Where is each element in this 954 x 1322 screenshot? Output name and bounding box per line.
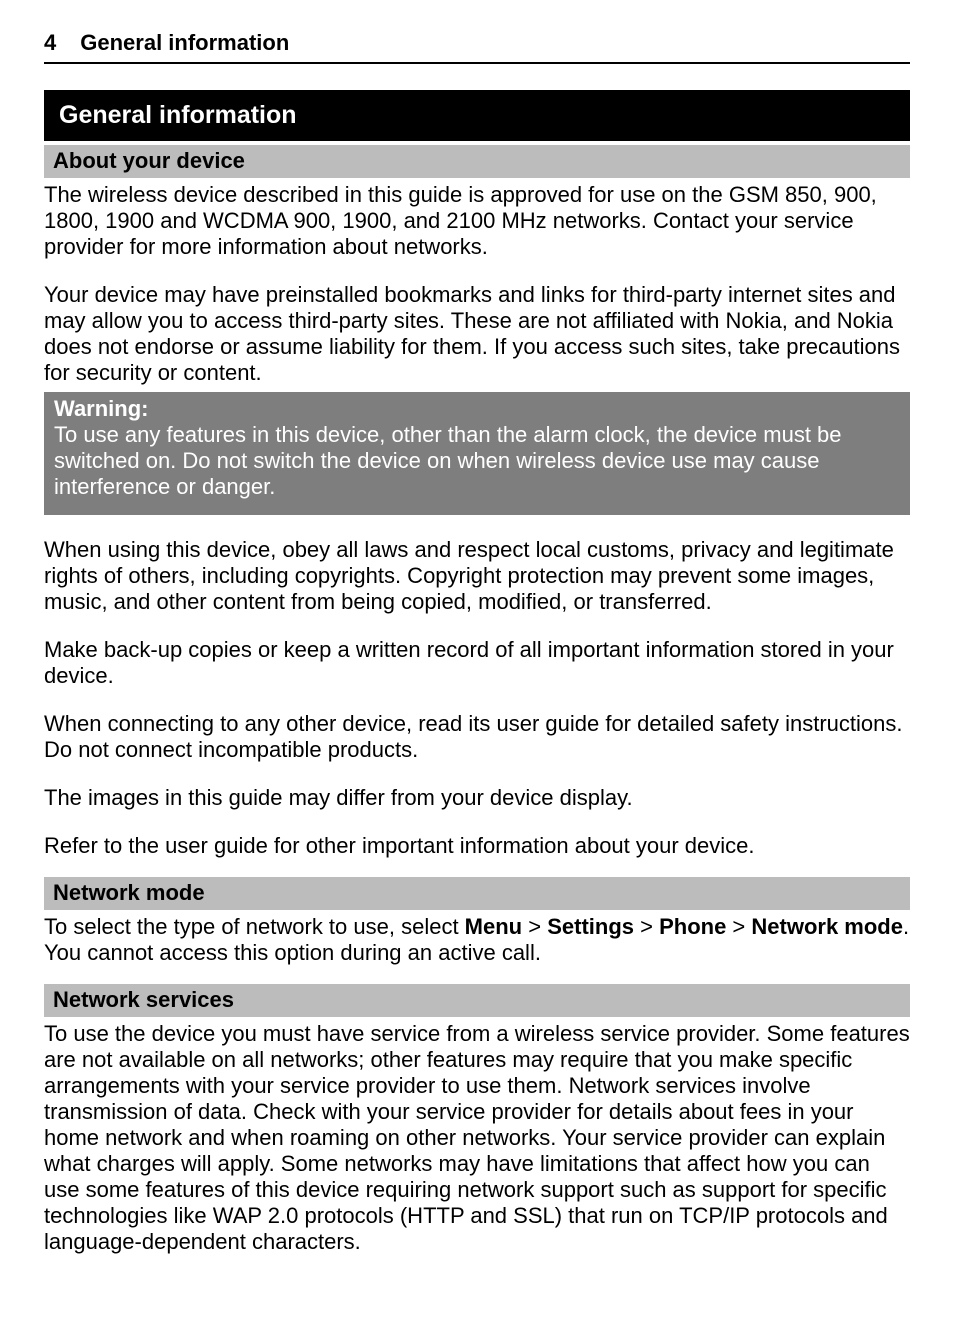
document-page: 4 General information General informatio… — [0, 0, 954, 1255]
body-paragraph: Refer to the user guide for other import… — [44, 833, 910, 859]
menu-path-separator: > — [634, 914, 659, 939]
running-header: 4 General information — [44, 30, 910, 64]
warning-text: To use any features in this device, othe… — [54, 422, 900, 500]
menu-path-phone: Phone — [659, 914, 726, 939]
menu-path-separator: > — [726, 914, 751, 939]
body-paragraph: The images in this guide may differ from… — [44, 785, 910, 811]
page-number: 4 — [44, 30, 56, 56]
menu-path-separator: > — [522, 914, 547, 939]
menu-path-network-mode: Network mode — [751, 914, 903, 939]
body-paragraph: To use the device you must have service … — [44, 1021, 910, 1255]
menu-path-settings: Settings — [547, 914, 634, 939]
section-heading-network-services: Network services — [44, 984, 910, 1017]
body-paragraph: The wireless device described in this gu… — [44, 182, 910, 260]
running-header-title: General information — [80, 30, 289, 56]
warning-label: Warning: — [54, 396, 900, 422]
body-paragraph: Make back-up copies or keep a written re… — [44, 637, 910, 689]
section-heading-about-your-device: About your device — [44, 145, 910, 178]
body-paragraph-network-mode: To select the type of network to use, se… — [44, 914, 910, 966]
warning-box: Warning: To use any features in this dev… — [44, 392, 910, 516]
menu-path-menu: Menu — [465, 914, 522, 939]
body-paragraph: When connecting to any other device, rea… — [44, 711, 910, 763]
section-heading-network-mode: Network mode — [44, 877, 910, 910]
text-fragment: To select the type of network to use, se… — [44, 914, 465, 939]
body-paragraph: When using this device, obey all laws an… — [44, 537, 910, 615]
chapter-title-bar: General information — [44, 90, 910, 141]
body-paragraph: Your device may have preinstalled bookma… — [44, 282, 910, 386]
